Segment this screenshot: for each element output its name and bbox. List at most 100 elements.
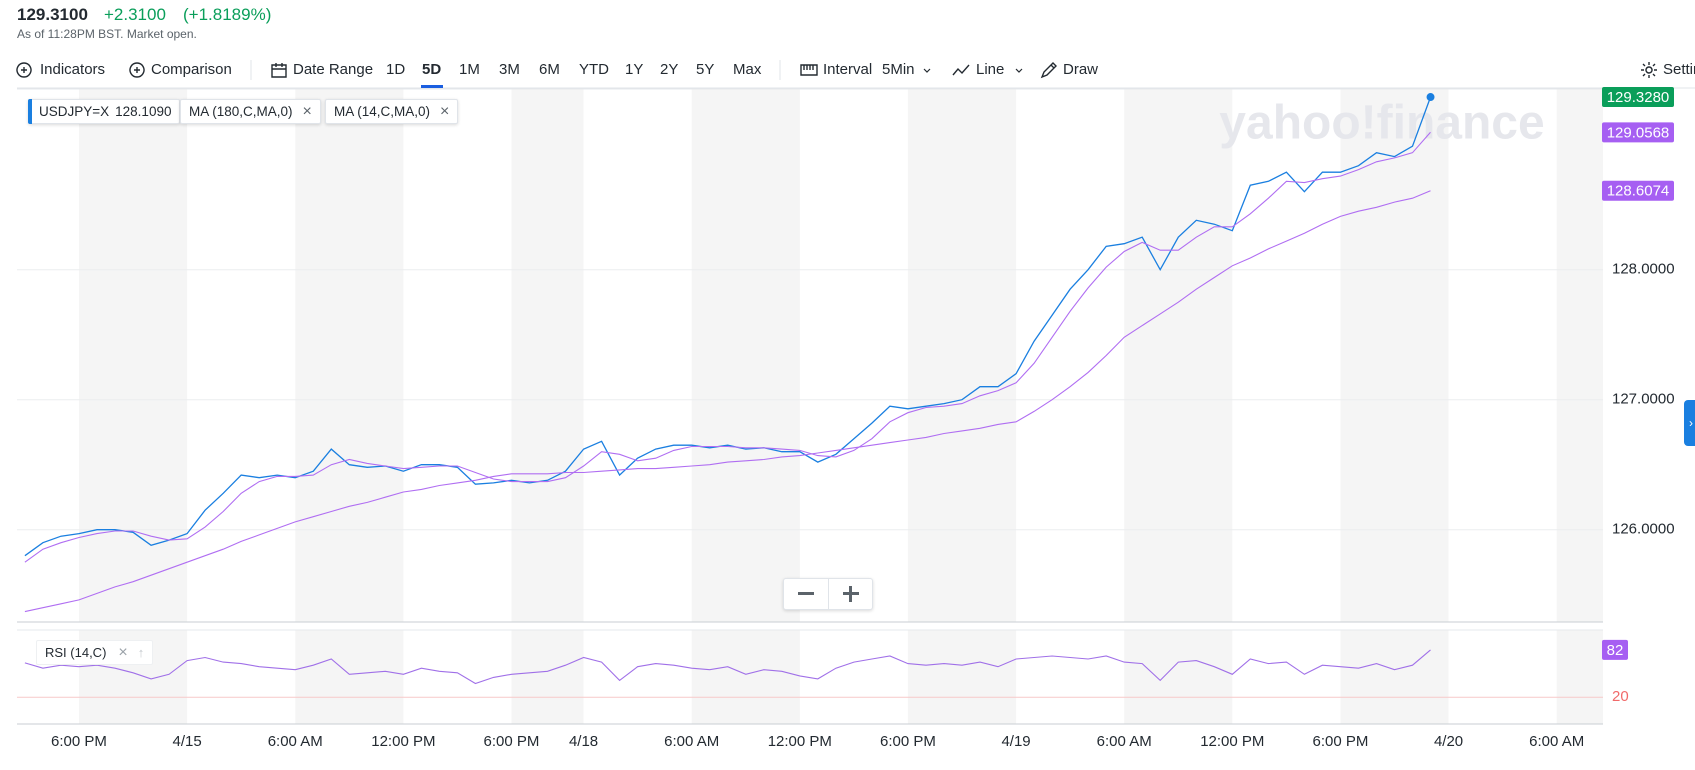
toolbar-item[interactable]: Max — [733, 61, 762, 78]
toolbar-item[interactable]: 2Y — [660, 61, 679, 78]
x-tick-label: 6:00 AM — [1097, 733, 1152, 750]
last-point — [1426, 93, 1435, 102]
toolbar-item[interactable]: Comparison — [151, 61, 232, 78]
y-tick-label: 127.0000 — [1612, 391, 1675, 408]
legend-close[interactable]: × — [302, 102, 312, 120]
session-band — [1340, 89, 1449, 622]
last-value-label: 82 — [1607, 642, 1624, 659]
x-tick-label: 12:00 PM — [1200, 733, 1264, 750]
last-value-box — [1602, 180, 1674, 201]
toolbar-icon — [1040, 62, 1057, 79]
x-tick-label: 4/15 — [173, 733, 202, 750]
legend-name: MA (14,C,MA,0) — [334, 104, 431, 119]
legend-accent — [28, 99, 32, 124]
zoom-out[interactable] — [784, 579, 829, 609]
toolbar-item[interactable]: Settings — [1663, 61, 1695, 78]
toolbar-icon — [952, 64, 970, 76]
legend-close[interactable]: × — [118, 643, 128, 661]
x-tick-label: 6:00 PM — [51, 733, 107, 750]
last-value-box — [1602, 639, 1628, 660]
session-band — [691, 630, 800, 724]
session-band — [511, 89, 584, 622]
x-tick-label: 12:00 PM — [768, 733, 832, 750]
side-panel-toggle[interactable]: › — [1684, 400, 1695, 446]
toolbar-icon — [800, 64, 818, 76]
chevron — [1015, 68, 1023, 73]
legend-name: MA (180,C,MA,0) — [189, 104, 293, 119]
last-value-box — [1602, 87, 1674, 108]
legend-close[interactable]: × — [440, 102, 450, 120]
toolbar-item[interactable]: 5D — [422, 61, 442, 78]
change: +2.3100 — [104, 5, 166, 24]
toolbar-item[interactable]: 5Min — [882, 61, 915, 78]
toolbar-item[interactable]: Date Range — [293, 61, 374, 78]
legend-item: USDJPY=X 128.1090 — [28, 99, 181, 124]
session-band — [295, 630, 404, 724]
legend-name: RSI (14,C) — [45, 645, 107, 660]
session-band — [1124, 630, 1233, 724]
chevron — [923, 68, 931, 73]
last-value-label: 129.3280 — [1607, 89, 1670, 106]
toolbar-item[interactable]: 1M — [459, 61, 480, 78]
toolbar-icon — [271, 63, 287, 78]
toolbar-item[interactable]: YTD — [579, 61, 609, 78]
x-tick-label: 6:00 AM — [664, 733, 719, 750]
x-tick-label: 6:00 PM — [880, 733, 936, 750]
session-band — [1124, 89, 1233, 622]
legend-item: MA (14,C,MA,0) × — [325, 99, 459, 124]
price: 129.3100 — [17, 5, 88, 24]
session-band — [907, 89, 1017, 622]
session-band — [511, 630, 584, 724]
last-value-box — [1602, 122, 1674, 143]
session-band — [1340, 630, 1449, 724]
toolbar-icon — [16, 62, 32, 78]
x-tick-label: 6:00 AM — [1529, 733, 1584, 750]
toolbar-item[interactable]: Interval — [823, 61, 873, 78]
toolbar-item[interactable]: 3M — [499, 61, 520, 78]
zoom-controls — [783, 578, 873, 610]
session-band — [295, 89, 404, 622]
session-band — [1556, 89, 1603, 622]
market-status: As of 11:28PM BST. Market open. — [17, 27, 197, 41]
series-line — [24, 96, 1432, 557]
session-band — [907, 630, 1017, 724]
x-tick-label: 4/20 — [1434, 733, 1463, 750]
series-line — [24, 131, 1431, 563]
zoom-in[interactable] — [829, 579, 873, 609]
legend-move-up[interactable]: ↑ — [137, 645, 145, 660]
watermark: yahoo!finance — [1219, 97, 1544, 150]
session-band — [78, 89, 188, 622]
toolbar-item[interactable]: Line — [976, 61, 1005, 78]
toolbar-item[interactable]: 5Y — [696, 61, 715, 78]
legend-item: RSI (14,C) × ↑ — [36, 640, 154, 665]
y-tick-label: 126.0000 — [1612, 521, 1675, 538]
y-tick-label: 128.0000 — [1612, 261, 1675, 278]
legend-value: 128.1090 — [115, 104, 172, 119]
legend-item: MA (180,C,MA,0) × — [180, 99, 321, 124]
session-band — [691, 89, 800, 622]
toolbar-item[interactable]: 1Y — [625, 61, 644, 78]
toolbar-icon — [1641, 62, 1657, 78]
last-value-label: 128.6074 — [1607, 183, 1670, 200]
x-tick-label: 4/19 — [1001, 733, 1030, 750]
change-pct: (+1.8189%) — [183, 5, 272, 24]
x-tick-label: 6:00 PM — [1313, 733, 1369, 750]
x-tick-label: 4/18 — [569, 733, 598, 750]
x-tick-label: 6:00 PM — [484, 733, 540, 750]
x-tick-label: 6:00 AM — [268, 733, 323, 750]
series-line — [24, 649, 1431, 685]
toolbar-item[interactable]: 1D — [386, 61, 406, 78]
toolbar-item[interactable]: Indicators — [40, 61, 106, 78]
toolbar-icon — [129, 62, 145, 78]
session-band — [1556, 630, 1603, 724]
series-line — [24, 190, 1431, 613]
y-tick-label: 20 — [1612, 688, 1629, 705]
toolbar-item[interactable]: 6M — [539, 61, 560, 78]
last-value-label: 129.0568 — [1607, 124, 1670, 141]
toolbar-item[interactable]: Draw — [1063, 61, 1099, 78]
x-tick-label: 12:00 PM — [371, 733, 435, 750]
legend-name: USDJPY=X — [39, 104, 110, 119]
selected-underline — [421, 85, 443, 88]
